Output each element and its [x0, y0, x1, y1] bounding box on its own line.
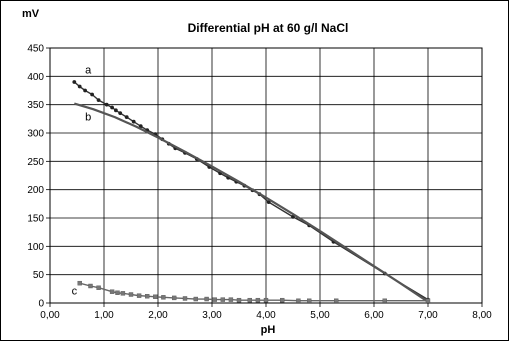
series-a-point — [138, 124, 143, 129]
series-c-point — [236, 297, 242, 303]
series-c-point — [153, 294, 158, 299]
series-a-point — [124, 115, 129, 120]
series-c-point — [204, 296, 209, 302]
series-a-point — [131, 119, 136, 124]
series-label-b: b — [85, 112, 91, 124]
series-c-point — [220, 297, 226, 302]
series-a-point — [90, 92, 95, 97]
series-c-point — [182, 296, 188, 301]
x-tick-label: 4,00 — [256, 310, 276, 321]
plot-border — [49, 47, 483, 304]
series-a-point — [104, 102, 109, 107]
series-c-point — [136, 293, 142, 298]
x-tick-label: 5,00 — [310, 310, 330, 321]
series-c-point — [161, 295, 166, 300]
series-a-point — [110, 105, 114, 110]
series-c-point — [109, 289, 115, 294]
series-c-point — [128, 292, 134, 297]
series-c-point — [228, 297, 234, 302]
series-c-point — [382, 298, 387, 303]
y-tick-label: 400 — [27, 72, 44, 83]
series-b-line — [73, 102, 429, 303]
series-c-point — [96, 285, 101, 290]
series-c-point — [307, 298, 312, 303]
series-c-point — [77, 280, 82, 286]
series-a-point — [77, 84, 82, 89]
series-c-point — [193, 296, 199, 302]
series-c-point — [88, 283, 93, 289]
x-tick-label: 1,00 — [94, 310, 114, 321]
series-label-a: a — [85, 65, 92, 77]
series-c-point — [334, 298, 339, 303]
x-tick-label: 3,00 — [202, 310, 222, 321]
y-tick-label: 0 — [38, 299, 44, 310]
y-tick-label: 450 — [27, 44, 44, 55]
series-c-point — [171, 295, 177, 301]
y-tick-label: 200 — [27, 185, 44, 196]
x-tick-label: 7,00 — [418, 310, 438, 321]
y-tick-label: 250 — [27, 157, 44, 168]
x-tick-label: 8,00 — [472, 310, 492, 321]
series-c-point — [247, 297, 253, 303]
series-a-point — [118, 111, 123, 116]
chart-title: Differential pH at 60 g/l NaCl — [188, 21, 349, 35]
series-c-point — [280, 297, 285, 303]
series-c-point — [144, 294, 150, 299]
series-c-point — [425, 298, 431, 303]
series-c-point — [263, 297, 269, 303]
y-tick-label: 350 — [27, 100, 44, 111]
x-tick-label: 6,00 — [364, 310, 384, 321]
series-a-point — [83, 88, 87, 93]
x-tick-label: 2,00 — [148, 310, 168, 321]
y-tick-label: 50 — [33, 270, 45, 281]
y-axis-label: mV — [22, 8, 40, 20]
series-c-point — [296, 298, 301, 303]
x-tick-label: 0,00 — [40, 310, 60, 321]
y-tick-label: 100 — [27, 242, 44, 253]
plot-area: 0,00 1,00 2,00 3,00 4,00 5,00 6,00 7,00 8,00 0 50 1… — [27, 44, 492, 322]
y-tick-label: 300 — [27, 129, 44, 140]
series-a-point — [96, 98, 101, 103]
series-c-point — [255, 297, 261, 303]
series-c-point — [212, 297, 217, 302]
series-label-c: c — [72, 286, 78, 298]
series-c-line — [79, 282, 428, 302]
series-a-point — [266, 200, 271, 205]
series-a-point — [113, 108, 118, 113]
series-a-point — [72, 80, 77, 84]
x-axis-label: pH — [261, 324, 276, 336]
series-c-point — [120, 291, 126, 296]
y-tick-label: 150 — [27, 214, 44, 225]
series-c-point — [115, 290, 120, 295]
